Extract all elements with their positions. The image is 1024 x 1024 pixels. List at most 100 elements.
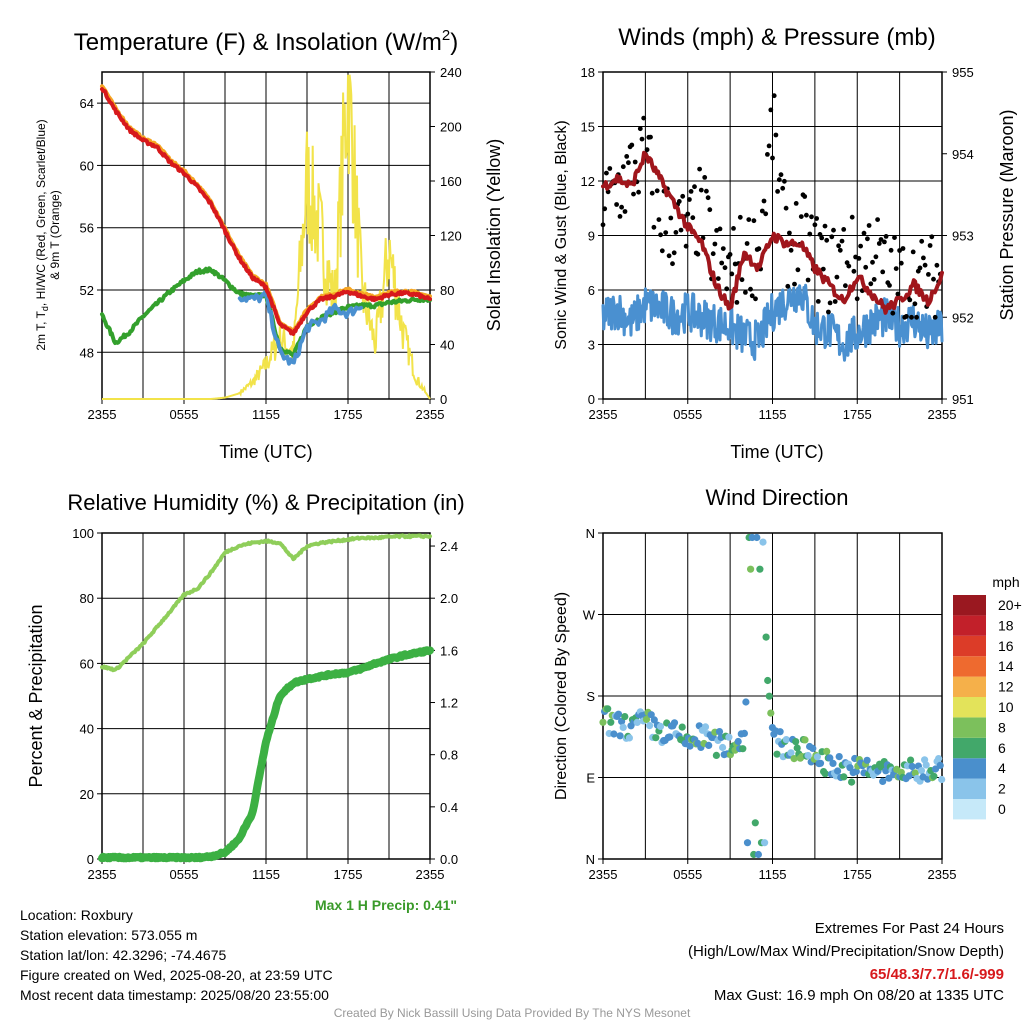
gust-point <box>814 216 819 221</box>
direction-point <box>712 751 721 760</box>
y-axis-label-line-2: & 9m T (Orange) <box>48 190 62 280</box>
direction-point <box>756 565 764 573</box>
direction-point <box>790 755 798 763</box>
x-tick-label: 1755 <box>843 867 872 882</box>
x-tick-label: 1155 <box>759 407 787 422</box>
gust-point <box>927 243 933 248</box>
gust-point <box>909 314 914 320</box>
gust-point <box>770 155 775 161</box>
gust-point <box>622 209 628 214</box>
legend-label: 0 <box>998 801 1006 817</box>
legend-label: 20+ <box>998 597 1022 613</box>
y-tick-label: 80 <box>80 591 94 606</box>
gust-point <box>793 201 799 206</box>
direction-point <box>762 633 770 641</box>
direction-point <box>734 737 742 746</box>
direction-point <box>922 761 930 769</box>
direction-point <box>829 759 837 768</box>
y2-tick-label: 40 <box>440 338 454 353</box>
y-tick-label: 64 <box>80 96 94 111</box>
x-tick-label: 2355 <box>928 407 957 422</box>
figure-created: Figure created on Wed, 2025-08-20, at 23… <box>20 967 333 983</box>
gust-point <box>697 166 702 172</box>
direction-point <box>701 723 710 731</box>
gust-point <box>888 247 894 253</box>
gust-point <box>892 235 897 241</box>
direction-point <box>935 755 943 763</box>
gust-point <box>658 232 663 238</box>
wind-direction-y-axis-label: Direction (Colored By Speed) <box>553 592 570 800</box>
legend-swatch <box>953 758 986 779</box>
gust-point <box>907 297 913 303</box>
gust-point <box>702 175 708 180</box>
gust-point <box>715 276 721 281</box>
gust-point <box>722 265 728 271</box>
y-tick-label: 20 <box>80 787 94 802</box>
legend-swatch <box>953 717 986 738</box>
direction-point <box>761 839 769 847</box>
legend-swatch <box>953 615 986 636</box>
direction-point <box>625 734 634 742</box>
gust-point <box>780 185 786 191</box>
series-precipitation <box>98 646 434 863</box>
gust-point <box>809 214 814 220</box>
temperature-x-axis-label: Time (UTC) <box>219 442 312 462</box>
direction-point <box>773 750 781 758</box>
gust-point <box>759 208 765 214</box>
extremes-block: Extremes For Past 24 Hours (High/Low/Max… <box>688 918 1004 1006</box>
y2-tick-label: 0.0 <box>440 852 458 867</box>
y-tick-label: 9 <box>588 229 595 244</box>
y-tick-label: N <box>586 852 595 867</box>
direction-point <box>813 753 822 761</box>
gust-point <box>773 132 779 138</box>
legend-label: 4 <box>998 760 1006 776</box>
gust-point <box>690 215 696 221</box>
y2-axis-label-text: Station Pressure (Maroon) <box>997 109 1017 320</box>
legend-swatch <box>953 737 986 759</box>
gust-point <box>602 206 608 212</box>
gust-point <box>771 93 777 99</box>
direction-point <box>930 772 938 780</box>
winds-y-axis-label: Sonic Wind & Gust (Blue, Black) <box>553 120 570 349</box>
gust-point <box>798 214 804 220</box>
direction-point <box>652 734 660 742</box>
y2-tick-label: 951 <box>952 392 974 407</box>
y-tick-label: W <box>583 608 596 623</box>
gust-point <box>792 281 797 287</box>
gust-point <box>739 277 745 283</box>
temperature-y-axis-label: 2m T, Td, HI/WC (Red, Green, Scarlet/Blu… <box>34 119 62 350</box>
gust-point <box>887 283 892 288</box>
direction-point <box>863 756 871 764</box>
y-tick-label: 6 <box>588 283 595 298</box>
gust-point <box>917 265 923 271</box>
y2-tick-label: 0.8 <box>440 748 458 763</box>
gust-point <box>846 263 852 269</box>
gust-point <box>685 211 691 217</box>
gust-point <box>617 214 623 219</box>
y2-tick-label: 1.6 <box>440 643 458 658</box>
gust-point <box>827 300 833 306</box>
direction-point <box>751 819 759 827</box>
y2-tick-label: 0 <box>440 392 447 407</box>
gust-point <box>768 107 774 113</box>
gust-point <box>734 300 740 305</box>
gust-point <box>912 301 918 307</box>
gust-point <box>861 230 867 236</box>
gust-point <box>802 194 808 199</box>
y-tick-label: 12 <box>581 174 595 189</box>
gust-point <box>926 272 931 277</box>
max-precip-label: Max 1 H Precip: 0.41" <box>315 897 457 913</box>
gust-point <box>883 234 889 239</box>
gust-point <box>834 274 840 280</box>
direction-point <box>816 759 825 767</box>
y-tick-label: 56 <box>80 221 94 236</box>
humidity-y-axis-label: Percent & Precipitation <box>26 604 46 787</box>
y-tick-label: 15 <box>581 120 595 135</box>
direction-point <box>715 728 724 736</box>
gust-point <box>649 190 655 196</box>
direction-point <box>804 751 812 760</box>
y2-tick-label: 160 <box>440 174 462 189</box>
gust-point <box>626 160 631 166</box>
y2-tick-label: 80 <box>440 283 454 298</box>
